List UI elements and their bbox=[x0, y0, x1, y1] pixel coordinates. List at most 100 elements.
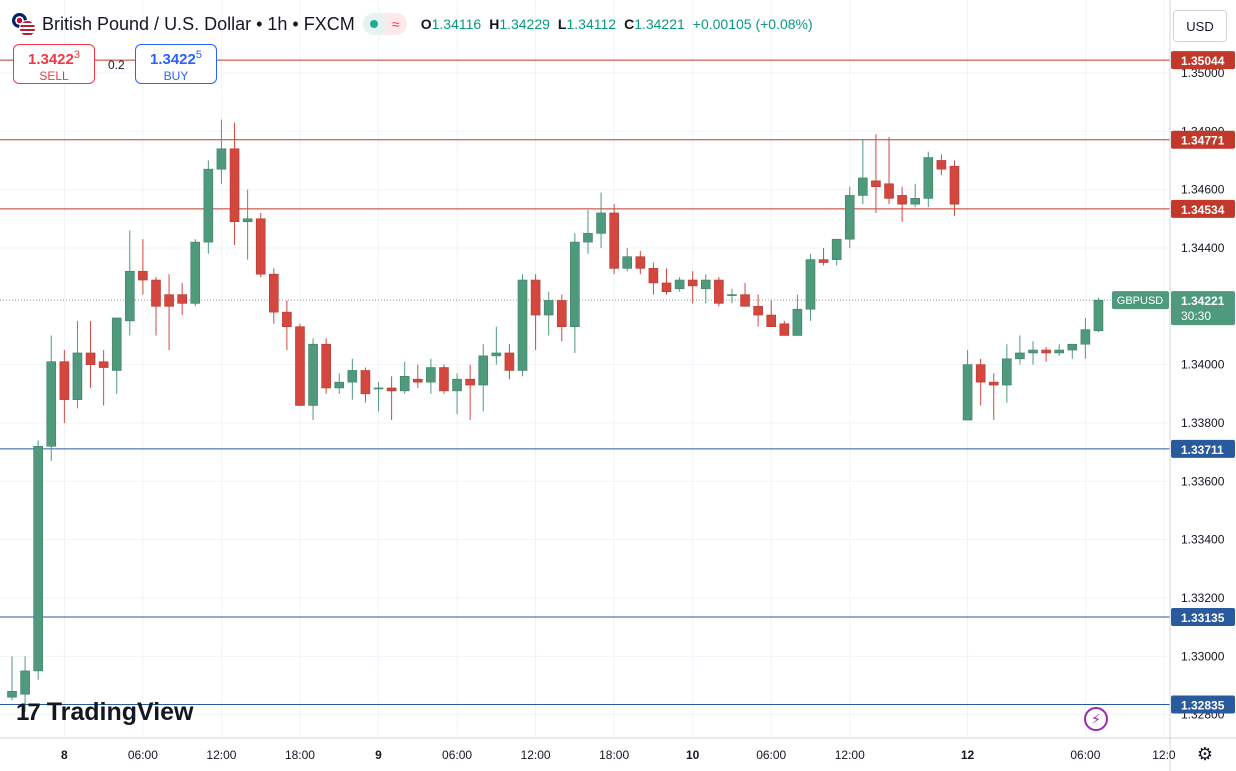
candle-body bbox=[779, 323, 790, 336]
candle-body bbox=[164, 294, 174, 307]
current-price-label: 1.34221 bbox=[1181, 294, 1225, 308]
price-tick-label: 1.35000 bbox=[1181, 66, 1225, 80]
candle-body bbox=[844, 195, 855, 240]
time-tick-label: 06:00 bbox=[128, 748, 158, 762]
candle-body bbox=[321, 343, 331, 389]
candle-body bbox=[962, 364, 973, 421]
candle-body bbox=[831, 238, 842, 260]
currency-selector[interactable]: USD bbox=[1173, 10, 1227, 42]
candle-body bbox=[478, 355, 489, 386]
price-tick-label: 1.34600 bbox=[1181, 183, 1225, 197]
sell-price: 1.3422 bbox=[27, 51, 74, 68]
change-value: +0.00105 (+0.08%) bbox=[692, 16, 813, 32]
tradingview-logo[interactable]: 17 TradingView bbox=[16, 698, 194, 727]
current-price-tag bbox=[1171, 291, 1235, 326]
price-tick-label: 1.33000 bbox=[1181, 649, 1225, 663]
buy-button[interactable]: 1.34225 BUY bbox=[135, 44, 217, 84]
price-tick-label: 1.33200 bbox=[1181, 591, 1225, 605]
candle-body bbox=[727, 294, 737, 296]
close-label: C bbox=[624, 16, 635, 32]
time-tick-label: 8 bbox=[61, 748, 68, 762]
candle-body bbox=[399, 375, 410, 392]
level-price-tag bbox=[1171, 130, 1235, 149]
symbol-tag-label: GBPUSD bbox=[1117, 295, 1164, 307]
candle-body bbox=[897, 195, 907, 205]
candle-body bbox=[1015, 352, 1025, 360]
candle-body bbox=[661, 282, 672, 292]
candle-body bbox=[740, 294, 750, 307]
candle-body bbox=[282, 311, 292, 328]
level-price-label: 1.33711 bbox=[1181, 443, 1224, 457]
price-tick-label: 1.33800 bbox=[1181, 416, 1225, 430]
level-price-tag bbox=[1171, 695, 1235, 714]
candle-body bbox=[177, 294, 187, 304]
candle-body bbox=[98, 361, 109, 368]
candle-body bbox=[648, 268, 659, 284]
candle-body bbox=[570, 241, 580, 328]
level-price-tag bbox=[1171, 199, 1235, 218]
candle-body bbox=[72, 352, 83, 400]
candle-body bbox=[858, 177, 868, 196]
time-tick-label: 10 bbox=[686, 748, 700, 762]
candle-body bbox=[622, 256, 633, 269]
symbol-tag bbox=[1112, 291, 1169, 310]
candle-body bbox=[491, 352, 502, 357]
candle-body bbox=[33, 446, 43, 672]
level-price-tag bbox=[1171, 51, 1235, 70]
candle-body bbox=[609, 212, 619, 269]
candle-body bbox=[936, 160, 947, 170]
candle-countdown: 30:30 bbox=[1181, 309, 1211, 323]
sell-button[interactable]: 1.34223 SELL bbox=[13, 44, 95, 84]
lightning-icon[interactable]: ⚡ bbox=[1084, 707, 1108, 731]
candle-body bbox=[308, 343, 318, 406]
candle-body bbox=[1093, 299, 1104, 332]
candle-body bbox=[504, 352, 515, 371]
candle-body bbox=[583, 233, 593, 243]
candle-body bbox=[871, 180, 881, 187]
time-tick-label: 06:00 bbox=[1070, 748, 1100, 762]
settings-gear-icon[interactable]: ⚙ bbox=[1196, 743, 1214, 764]
market-status[interactable]: ≈ bbox=[362, 13, 407, 35]
candle-body bbox=[1054, 349, 1064, 354]
time-tick-label: 18:00 bbox=[285, 748, 315, 762]
low-label: L bbox=[557, 16, 567, 32]
candle-body bbox=[360, 370, 371, 395]
tradingview-mark-icon: 17 bbox=[16, 698, 41, 726]
sell-label: SELL bbox=[39, 69, 69, 83]
candle-body bbox=[347, 370, 358, 383]
symbol-title[interactable]: British Pound / U.S. Dollar • 1h • FXCM bbox=[42, 13, 355, 34]
candle-body bbox=[125, 270, 135, 322]
market-open-dot-icon bbox=[369, 20, 378, 28]
candle-body bbox=[7, 691, 17, 698]
candle-body bbox=[687, 279, 698, 287]
candle-body bbox=[190, 241, 201, 304]
candle-body bbox=[818, 259, 829, 263]
candle-body bbox=[1067, 343, 1078, 351]
candle-body bbox=[596, 212, 606, 234]
time-tick-label: 06:00 bbox=[756, 748, 786, 762]
currency-flags-icon bbox=[12, 13, 36, 37]
candle-body bbox=[373, 387, 384, 390]
ohlc-readout: O1.34116 H1.34229 L1.34112 C1.34221 +0.0… bbox=[421, 16, 813, 32]
candle-body bbox=[439, 367, 449, 392]
candle-body bbox=[766, 314, 777, 328]
open-label: O bbox=[420, 16, 432, 32]
candle-body bbox=[556, 300, 567, 328]
spread-value: 0.2 bbox=[108, 58, 125, 72]
time-tick-label: 18:00 bbox=[599, 748, 629, 762]
low-value: 1.34112 bbox=[566, 16, 617, 32]
candle-body bbox=[386, 387, 397, 392]
candle-body bbox=[923, 157, 934, 199]
price-tick-label: 1.33400 bbox=[1181, 533, 1225, 547]
time-tick-label: 06:00 bbox=[442, 748, 472, 762]
candle-body bbox=[268, 273, 279, 313]
candle-body bbox=[1002, 358, 1012, 386]
sell-price-pipette: 3 bbox=[73, 49, 80, 61]
time-tick-label: 12:00 bbox=[521, 748, 551, 762]
candle-body bbox=[753, 305, 763, 316]
candle-body bbox=[452, 378, 462, 392]
candle-body bbox=[975, 364, 986, 383]
candle-body bbox=[151, 279, 161, 307]
level-price-label: 1.34771 bbox=[1181, 134, 1225, 148]
